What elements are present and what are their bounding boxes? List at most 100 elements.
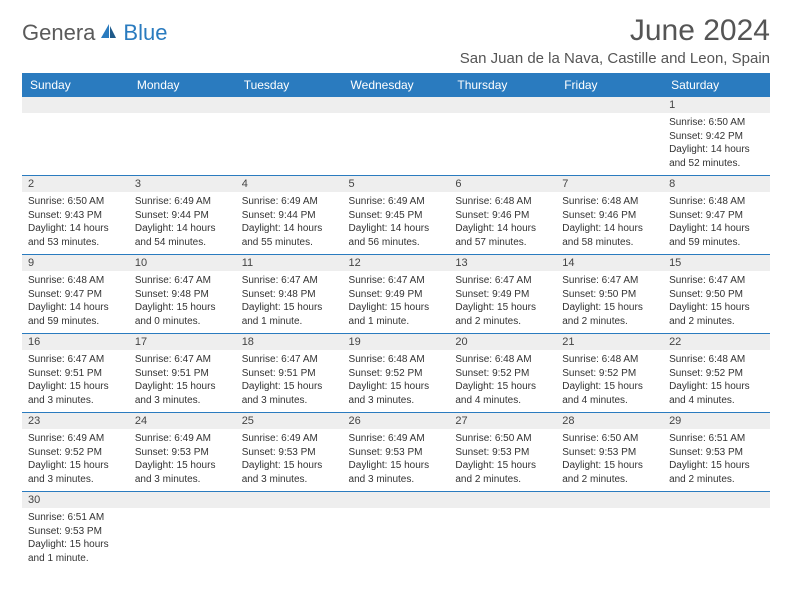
sunset-text: Sunset: 9:53 PM [455, 446, 550, 460]
daylight-text-2: and 2 minutes. [455, 473, 550, 487]
sunrise-text: Sunrise: 6:51 AM [28, 511, 123, 525]
daylight-text-2: and 4 minutes. [562, 394, 657, 408]
day-content-cell: Sunrise: 6:48 AMSunset: 9:52 PMDaylight:… [343, 350, 450, 413]
day-number-cell [663, 492, 770, 509]
logo-text-blue: Blue [123, 20, 167, 46]
day-content-cell [129, 113, 236, 176]
daylight-text-1: Daylight: 14 hours [135, 222, 230, 236]
logo-text-general: Genera [22, 20, 95, 46]
day-number-cell [22, 97, 129, 113]
daylight-text-1: Daylight: 15 hours [349, 301, 444, 315]
sunset-text: Sunset: 9:53 PM [349, 446, 444, 460]
daylight-text-2: and 4 minutes. [669, 394, 764, 408]
daylight-text-2: and 1 minute. [28, 552, 123, 566]
day-content-cell [449, 508, 556, 570]
day-number-cell: 3 [129, 176, 236, 193]
sunset-text: Sunset: 9:44 PM [242, 209, 337, 223]
day-content-cell: Sunrise: 6:47 AMSunset: 9:50 PMDaylight:… [556, 271, 663, 334]
daylight-text-1: Daylight: 15 hours [349, 459, 444, 473]
sunrise-text: Sunrise: 6:49 AM [349, 195, 444, 209]
day-number-cell: 19 [343, 334, 450, 351]
sunset-text: Sunset: 9:53 PM [28, 525, 123, 539]
day-number-cell: 2 [22, 176, 129, 193]
sunset-text: Sunset: 9:42 PM [669, 130, 764, 144]
day-content-cell: Sunrise: 6:48 AMSunset: 9:52 PMDaylight:… [663, 350, 770, 413]
sunrise-text: Sunrise: 6:47 AM [242, 353, 337, 367]
daylight-text-2: and 3 minutes. [349, 473, 444, 487]
daylight-text-2: and 3 minutes. [135, 473, 230, 487]
content-row: Sunrise: 6:51 AMSunset: 9:53 PMDaylight:… [22, 508, 770, 570]
daylight-text-1: Daylight: 15 hours [28, 380, 123, 394]
day-number-cell: 8 [663, 176, 770, 193]
sunrise-text: Sunrise: 6:49 AM [135, 432, 230, 446]
content-row: Sunrise: 6:50 AMSunset: 9:43 PMDaylight:… [22, 192, 770, 255]
col-sunday: Sunday [22, 73, 129, 97]
daylight-text-1: Daylight: 15 hours [562, 459, 657, 473]
month-title: June 2024 [460, 14, 770, 48]
daynum-row: 9101112131415 [22, 255, 770, 272]
daylight-text-1: Daylight: 14 hours [28, 222, 123, 236]
content-row: Sunrise: 6:48 AMSunset: 9:47 PMDaylight:… [22, 271, 770, 334]
day-content-cell: Sunrise: 6:50 AMSunset: 9:42 PMDaylight:… [663, 113, 770, 176]
sunset-text: Sunset: 9:53 PM [669, 446, 764, 460]
day-number-cell: 5 [343, 176, 450, 193]
daynum-row: 2345678 [22, 176, 770, 193]
sunset-text: Sunset: 9:50 PM [669, 288, 764, 302]
day-number-cell: 7 [556, 176, 663, 193]
day-content-cell [129, 508, 236, 570]
daylight-text-2: and 1 minute. [242, 315, 337, 329]
day-number-cell: 21 [556, 334, 663, 351]
sunrise-text: Sunrise: 6:47 AM [135, 353, 230, 367]
daylight-text-1: Daylight: 15 hours [28, 459, 123, 473]
day-number-cell: 15 [663, 255, 770, 272]
day-content-cell: Sunrise: 6:48 AMSunset: 9:47 PMDaylight:… [663, 192, 770, 255]
sunrise-text: Sunrise: 6:48 AM [349, 353, 444, 367]
daylight-text-1: Daylight: 15 hours [562, 301, 657, 315]
daylight-text-2: and 59 minutes. [669, 236, 764, 250]
daylight-text-1: Daylight: 15 hours [669, 380, 764, 394]
sunrise-text: Sunrise: 6:48 AM [562, 353, 657, 367]
day-content-cell: Sunrise: 6:47 AMSunset: 9:49 PMDaylight:… [449, 271, 556, 334]
sunset-text: Sunset: 9:52 PM [28, 446, 123, 460]
sunrise-text: Sunrise: 6:50 AM [562, 432, 657, 446]
day-content-cell: Sunrise: 6:50 AMSunset: 9:53 PMDaylight:… [449, 429, 556, 492]
sunset-text: Sunset: 9:49 PM [349, 288, 444, 302]
daylight-text-1: Daylight: 15 hours [669, 301, 764, 315]
col-tuesday: Tuesday [236, 73, 343, 97]
day-number-cell: 9 [22, 255, 129, 272]
day-number-cell: 28 [556, 413, 663, 430]
day-number-cell [343, 492, 450, 509]
sunrise-text: Sunrise: 6:47 AM [242, 274, 337, 288]
day-content-cell: Sunrise: 6:48 AMSunset: 9:52 PMDaylight:… [556, 350, 663, 413]
sunset-text: Sunset: 9:50 PM [562, 288, 657, 302]
sunset-text: Sunset: 9:47 PM [669, 209, 764, 223]
daylight-text-1: Daylight: 15 hours [135, 301, 230, 315]
day-content-cell: Sunrise: 6:49 AMSunset: 9:52 PMDaylight:… [22, 429, 129, 492]
daylight-text-2: and 3 minutes. [28, 394, 123, 408]
daylight-text-1: Daylight: 14 hours [669, 143, 764, 157]
day-number-cell: 16 [22, 334, 129, 351]
sunrise-text: Sunrise: 6:48 AM [669, 195, 764, 209]
sunrise-text: Sunrise: 6:48 AM [455, 195, 550, 209]
daylight-text-1: Daylight: 15 hours [242, 459, 337, 473]
day-content-cell: Sunrise: 6:48 AMSunset: 9:46 PMDaylight:… [449, 192, 556, 255]
daylight-text-2: and 55 minutes. [242, 236, 337, 250]
day-content-cell: Sunrise: 6:49 AMSunset: 9:53 PMDaylight:… [129, 429, 236, 492]
sunrise-text: Sunrise: 6:48 AM [562, 195, 657, 209]
day-number-cell: 20 [449, 334, 556, 351]
day-number-cell: 17 [129, 334, 236, 351]
daylight-text-1: Daylight: 14 hours [455, 222, 550, 236]
daylight-text-2: and 52 minutes. [669, 157, 764, 171]
daylight-text-1: Daylight: 15 hours [455, 301, 550, 315]
daylight-text-2: and 59 minutes. [28, 315, 123, 329]
day-number-cell [556, 492, 663, 509]
day-content-cell [343, 113, 450, 176]
day-content-cell: Sunrise: 6:47 AMSunset: 9:49 PMDaylight:… [343, 271, 450, 334]
day-content-cell: Sunrise: 6:51 AMSunset: 9:53 PMDaylight:… [22, 508, 129, 570]
daylight-text-1: Daylight: 15 hours [242, 380, 337, 394]
sunset-text: Sunset: 9:52 PM [349, 367, 444, 381]
day-number-cell: 22 [663, 334, 770, 351]
day-content-cell [236, 113, 343, 176]
sunrise-text: Sunrise: 6:48 AM [669, 353, 764, 367]
day-number-cell [449, 492, 556, 509]
